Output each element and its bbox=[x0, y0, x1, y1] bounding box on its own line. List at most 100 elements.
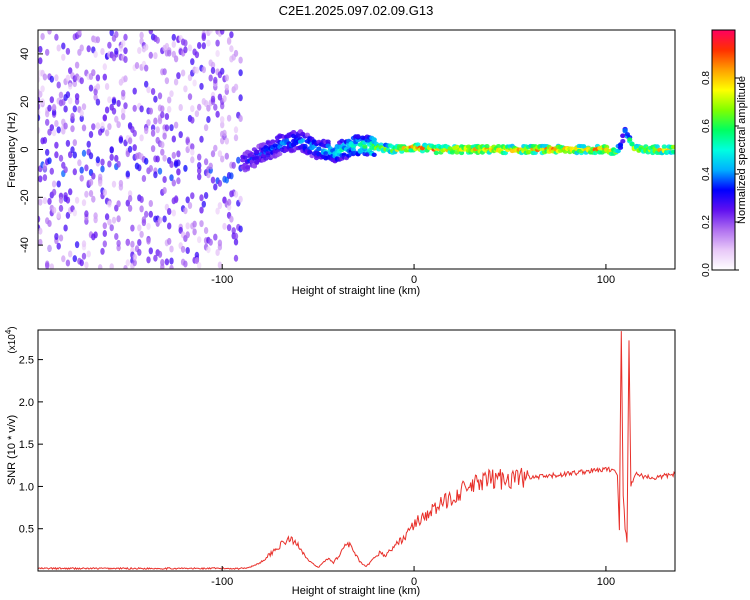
spectral-point bbox=[132, 144, 137, 152]
spectral-point bbox=[65, 91, 71, 99]
spectral-point bbox=[38, 114, 41, 122]
spectral-point bbox=[183, 85, 188, 93]
spectral-point bbox=[459, 150, 465, 156]
spectral-point bbox=[171, 135, 176, 143]
spectral-point bbox=[56, 242, 61, 250]
spectral-point bbox=[229, 215, 234, 223]
spectral-point bbox=[84, 164, 89, 172]
spectral-point bbox=[362, 144, 368, 149]
spectral-point bbox=[68, 151, 73, 159]
spectral-point bbox=[155, 155, 160, 163]
spectral-point bbox=[72, 80, 78, 88]
spectral-point bbox=[617, 142, 624, 147]
spectral-point bbox=[111, 98, 117, 106]
spectral-point bbox=[137, 248, 142, 256]
spectral-point bbox=[210, 67, 216, 74]
spectrogram-y-ticks: -40 -20 0 20 40 bbox=[19, 48, 43, 253]
spectral-point bbox=[141, 175, 147, 182]
spectral-point bbox=[144, 80, 149, 88]
spectral-point bbox=[148, 200, 153, 207]
spectral-point bbox=[144, 210, 149, 218]
spectral-point bbox=[224, 83, 229, 91]
snr-panel: -100 0 100 0.5 1.0 1.5 2.0 2.5 Height of strai… bbox=[4, 326, 676, 597]
spectral-point bbox=[100, 158, 105, 166]
spectral-point bbox=[325, 139, 331, 144]
spectral-point bbox=[111, 216, 117, 224]
spectral-point bbox=[127, 204, 133, 212]
spectral-point bbox=[114, 115, 119, 123]
spectral-point bbox=[130, 240, 135, 248]
spectral-point bbox=[139, 105, 144, 113]
spectral-point bbox=[203, 158, 209, 166]
spectral-point bbox=[91, 172, 96, 180]
spectral-point bbox=[178, 131, 183, 139]
snr-multiplier-exp: 4 bbox=[4, 329, 13, 334]
spectral-point bbox=[160, 105, 165, 113]
spectrogram-x-label: Height of straight line (km) bbox=[292, 285, 420, 297]
spectral-point bbox=[160, 148, 165, 156]
spectral-point bbox=[114, 47, 119, 55]
spectral-point bbox=[61, 42, 66, 50]
spectral-point bbox=[220, 116, 225, 124]
spectral-point bbox=[187, 44, 193, 52]
snr-y-label: SNR (10 * v/v) bbox=[6, 415, 18, 485]
spectral-point bbox=[210, 176, 216, 184]
spectral-point bbox=[173, 195, 179, 203]
spectral-point bbox=[197, 153, 202, 161]
spectral-point bbox=[146, 222, 151, 230]
spectral-point bbox=[100, 165, 105, 173]
spectral-point bbox=[91, 123, 96, 131]
spectral-point bbox=[79, 174, 84, 182]
spectral-point bbox=[38, 126, 41, 134]
snr-series-line bbox=[37, 331, 676, 571]
spectral-point bbox=[169, 161, 174, 168]
svg-text:(x104): (x104) bbox=[4, 326, 18, 353]
spectral-point bbox=[49, 75, 54, 83]
spectral-point bbox=[123, 47, 128, 55]
spectral-point bbox=[484, 144, 490, 149]
spectral-point bbox=[40, 33, 45, 40]
spectral-point bbox=[164, 258, 170, 266]
spectral-point bbox=[146, 119, 151, 127]
spectral-point bbox=[104, 106, 110, 114]
spectral-point bbox=[502, 150, 508, 156]
colorbar-tick-label: 0.4 bbox=[701, 167, 712, 181]
y-tick-label: 2.5 bbox=[19, 355, 34, 367]
spectral-point bbox=[38, 75, 41, 83]
spectral-point bbox=[190, 58, 195, 66]
spectral-point bbox=[88, 190, 94, 197]
snr-plot-area bbox=[38, 330, 675, 571]
spectral-point bbox=[118, 179, 124, 187]
spectral-point bbox=[102, 230, 108, 237]
spectral-point bbox=[88, 84, 94, 92]
spectral-point bbox=[148, 30, 153, 35]
spectral-point bbox=[190, 116, 195, 124]
spectral-point bbox=[169, 174, 174, 182]
spectral-point bbox=[116, 215, 121, 223]
spectral-point bbox=[238, 115, 243, 122]
spectral-point bbox=[56, 126, 61, 134]
spectral-point bbox=[208, 162, 213, 170]
spectral-point bbox=[148, 210, 153, 218]
spectral-point bbox=[307, 150, 313, 155]
spectral-point bbox=[109, 30, 114, 37]
spectral-point bbox=[123, 102, 128, 110]
spectral-point bbox=[185, 231, 190, 239]
spectral-point bbox=[49, 167, 54, 175]
spectral-point bbox=[148, 247, 153, 255]
spectral-point bbox=[70, 125, 75, 133]
spectral-point bbox=[213, 144, 218, 152]
y-tick-label: -40 bbox=[19, 237, 31, 253]
spectral-point bbox=[49, 263, 54, 269]
spectral-point bbox=[162, 154, 167, 162]
spectral-point bbox=[167, 105, 172, 113]
colorbar-tick-label: 0.8 bbox=[701, 71, 712, 85]
spectral-point bbox=[68, 97, 73, 105]
spectral-point bbox=[45, 48, 50, 56]
spectral-point bbox=[121, 89, 126, 97]
spectrogram-heatmap bbox=[38, 30, 675, 269]
spectral-point bbox=[100, 48, 105, 55]
spectral-point bbox=[88, 178, 94, 186]
spectral-point bbox=[56, 180, 61, 188]
